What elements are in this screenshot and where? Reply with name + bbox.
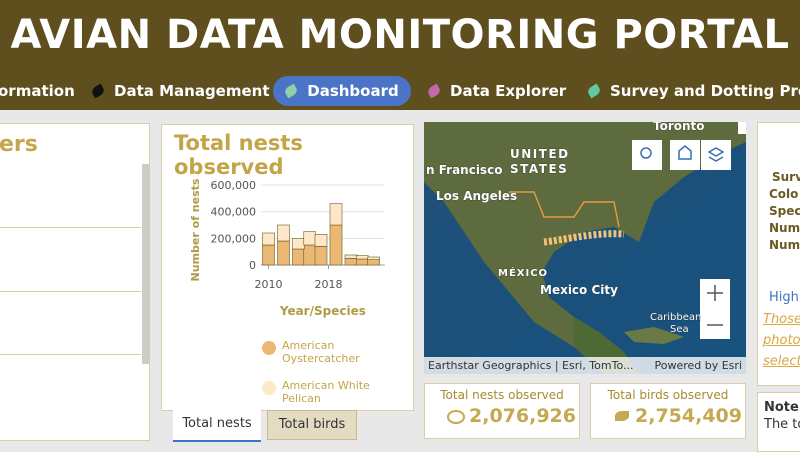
map-label: Toronto bbox=[653, 122, 705, 133]
x-tick-label: 2018 bbox=[315, 278, 343, 291]
legend-label: American White Pelican bbox=[282, 379, 370, 405]
x-axis-label: Year/Species bbox=[279, 304, 366, 318]
nav-label: Data Management bbox=[114, 82, 270, 100]
land bbox=[424, 122, 746, 367]
bar-segment bbox=[355, 255, 369, 260]
bar-segment bbox=[314, 246, 328, 266]
chart-panel: Total nests observed American Oystercatc… bbox=[161, 124, 414, 411]
bar-segment bbox=[344, 258, 358, 266]
attribution: Earthstar Geographics | Esri, TomTo... bbox=[428, 359, 633, 372]
search-button[interactable] bbox=[632, 140, 662, 170]
stat-value: 2,076,926 bbox=[469, 405, 576, 427]
link[interactable]: Those bbox=[763, 312, 800, 327]
region-outline bbox=[509, 191, 620, 228]
info-line: Spec bbox=[769, 204, 800, 218]
nest-icon bbox=[447, 410, 465, 424]
bar-segment bbox=[292, 248, 305, 266]
tab-active[interactable]: Total nests bbox=[173, 410, 261, 442]
legend: American Oystercatcher American White Pel… bbox=[162, 335, 402, 410]
nav-label: Survey and Dotting Protoc bbox=[610, 82, 800, 100]
home-button[interactable] bbox=[670, 140, 700, 170]
map-label: UNITED bbox=[510, 147, 570, 161]
icon bbox=[678, 145, 692, 160]
icon bbox=[640, 147, 652, 159]
bar-segment bbox=[262, 244, 275, 266]
scrollbar[interactable] bbox=[142, 164, 149, 364]
bar-segment bbox=[262, 232, 275, 246]
bar-segment bbox=[277, 224, 290, 242]
nav-item-active[interactable]: Dashboard bbox=[273, 76, 411, 106]
y-tick-label: 600,000 bbox=[211, 179, 257, 192]
stat-value: 2,754,409 bbox=[635, 405, 742, 427]
powered-by[interactable]: Powered by Esri bbox=[654, 359, 742, 372]
legend-swatch bbox=[262, 381, 276, 395]
info-line: Num bbox=[769, 238, 800, 252]
note-panel: Note: The to bbox=[757, 392, 800, 452]
bar-segment bbox=[277, 240, 290, 266]
map-label: MÉXICO bbox=[498, 266, 548, 279]
y-tick-label: 0 bbox=[249, 259, 256, 272]
y-tick-label: 200,000 bbox=[211, 232, 257, 245]
chart: 0 200,000 400,000 600,000 2010 2018 Number of … bbox=[189, 178, 385, 318]
icon bbox=[707, 285, 723, 326]
bar-segment bbox=[314, 234, 328, 247]
x-tick-label: 2010 bbox=[255, 278, 283, 291]
note-title: Note: bbox=[764, 400, 800, 415]
y-axis-label: Number of nests bbox=[189, 178, 202, 281]
map-label: Sea bbox=[670, 324, 689, 335]
link[interactable]: photo bbox=[763, 333, 800, 348]
nav-item[interactable]: Survey and Dotting Protoc bbox=[586, 76, 800, 106]
nav-item[interactable]: Data Management bbox=[90, 76, 270, 106]
divider bbox=[0, 354, 141, 355]
land bbox=[624, 327, 684, 344]
info-line: Surv bbox=[772, 170, 800, 184]
survey-region bbox=[543, 230, 625, 246]
link[interactable]: select bbox=[763, 354, 800, 369]
bar-segment bbox=[292, 238, 305, 250]
map-label: Los Angeles bbox=[436, 189, 517, 203]
nav-item[interactable]: ormation bbox=[0, 82, 75, 100]
legend-swatch bbox=[262, 341, 276, 355]
bar-segment bbox=[329, 203, 343, 226]
left-panel: ers bbox=[0, 123, 150, 441]
stat-card: Total nests observed 2,076,926 bbox=[424, 383, 580, 439]
divider bbox=[0, 291, 141, 292]
bar-segment bbox=[355, 258, 369, 266]
bar-segment bbox=[367, 259, 380, 266]
map: Toronto n Francisco UNITED STATES Los An… bbox=[424, 122, 746, 374]
divider bbox=[0, 227, 141, 228]
icon bbox=[707, 147, 725, 162]
map-label: Caribbean bbox=[650, 312, 701, 323]
bar-segment bbox=[329, 224, 343, 266]
y-tick-label: 400,000 bbox=[211, 206, 257, 219]
map-label: Mexico City bbox=[540, 283, 618, 297]
stat-label: Total nests observed bbox=[440, 388, 564, 402]
map-label: n Francisco bbox=[426, 163, 502, 177]
nav-label: Dashboard bbox=[307, 82, 399, 100]
right-panel bbox=[757, 122, 800, 386]
portal-title: AVIAN DATA MONITORING PORTAL bbox=[10, 12, 790, 58]
panel-title: ers bbox=[0, 132, 38, 157]
bird-icon bbox=[615, 411, 629, 421]
legend-label: American Oystercatcher bbox=[282, 339, 360, 365]
nav-item[interactable]: Data Explorer bbox=[426, 76, 567, 106]
map-label: STATES bbox=[510, 162, 568, 176]
chart-title: Total nests observed bbox=[174, 131, 303, 179]
link-title: High bbox=[769, 290, 799, 305]
nav-label: Data Explorer bbox=[450, 82, 567, 100]
note-text: The to bbox=[764, 417, 800, 432]
info-line: Colo bbox=[769, 187, 799, 201]
layers-button[interactable] bbox=[701, 140, 731, 170]
bar-segment bbox=[303, 244, 317, 266]
stat-label: Total birds observed bbox=[607, 388, 729, 402]
bar-segment bbox=[344, 254, 358, 259]
stat-card: Total birds observed 2,754,409 bbox=[590, 383, 746, 439]
attribution-bar bbox=[424, 357, 746, 374]
tab[interactable]: Total birds bbox=[267, 410, 357, 440]
expand-button[interactable] bbox=[738, 122, 746, 134]
bar-segment bbox=[367, 256, 380, 260]
info-line: Num bbox=[769, 221, 800, 235]
bar-segment bbox=[303, 231, 317, 246]
